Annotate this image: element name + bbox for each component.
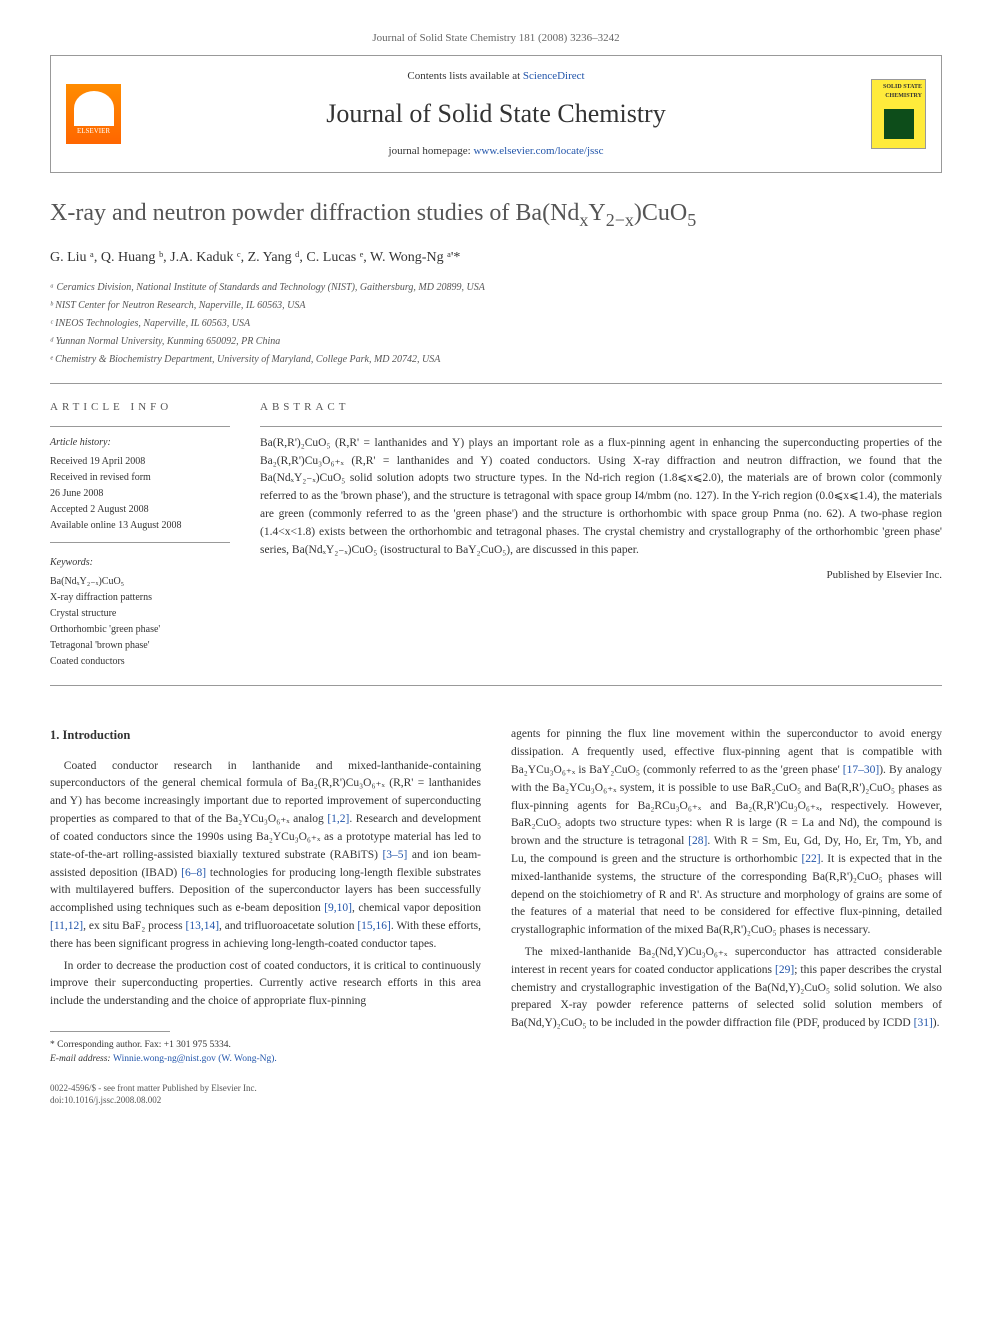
ref-link[interactable]: [28]: [688, 835, 707, 847]
body-text: , ex situ BaF₂ process: [83, 920, 185, 932]
history-item: Received 19 April 2008: [50, 454, 230, 470]
abstract: ABSTRACT Ba(R,R')₂CuO₅ (R,R' = lanthanid…: [260, 399, 942, 671]
elsevier-tree-icon: [74, 91, 114, 126]
history-item: Accepted 2 August 2008: [50, 502, 230, 518]
main-content: 1. Introduction Coated conductor researc…: [50, 726, 942, 1106]
body-text: . It is expected that in the mixed-lanth…: [511, 853, 942, 936]
email-link[interactable]: Winnie.wong-ng@nist.gov (W. Wong-Ng).: [113, 1054, 277, 1064]
title-text-1: X-ray and neutron powder diffraction stu…: [50, 200, 579, 226]
history-label: Article history:: [50, 435, 230, 451]
intro-p3: agents for pinning the flux line movemen…: [511, 726, 942, 940]
abstract-text: Ba(R,R')₂CuO₅ (R,R' = lanthanides and Y)…: [260, 435, 942, 560]
title-sub-3: 5: [687, 209, 696, 229]
intro-p4: The mixed-lanthanide Ba₂(Nd,Y)Cu₃O₆₊ₓ su…: [511, 944, 942, 1033]
info-abstract-row: ARTICLE INFO Article history: Received 1…: [50, 399, 942, 671]
intro-p1: Coated conductor research in lanthanide …: [50, 758, 481, 954]
cover-inner-graphic: [884, 109, 914, 139]
separator: [260, 426, 942, 427]
history-item: 26 June 2008: [50, 486, 230, 502]
ref-link[interactable]: [6–8]: [181, 867, 206, 879]
email-line: E-mail address: Winnie.wong-ng@nist.gov …: [50, 1052, 481, 1066]
ref-link[interactable]: [17–30]: [843, 764, 879, 776]
homepage-prefix: journal homepage:: [389, 145, 474, 157]
cover-label: SOLID STATE CHEMISTRY: [875, 83, 922, 101]
affiliation: ᵉ Chemistry & Biochemistry Department, U…: [50, 352, 942, 368]
history-item: Received in revised form: [50, 470, 230, 486]
history-item: Available online 13 August 2008: [50, 518, 230, 534]
contents-line: Contents lists available at ScienceDirec…: [121, 68, 871, 85]
ref-link[interactable]: [3–5]: [382, 849, 407, 861]
keyword: Crystal structure: [50, 606, 230, 622]
separator: [50, 383, 942, 384]
affiliation: ᵇ NIST Center for Neutron Research, Nape…: [50, 298, 942, 314]
ref-link[interactable]: [31]: [914, 1017, 933, 1029]
ref-link[interactable]: [11,12]: [50, 920, 83, 932]
corresponding-author: * Corresponding author. Fax: +1 301 975 …: [50, 1038, 481, 1052]
journal-header-box: ELSEVIER Contents lists available at Sci…: [50, 55, 942, 173]
email-label: E-mail address:: [50, 1054, 113, 1064]
keywords-label: Keywords:: [50, 555, 230, 571]
body-text: , and trifluoroacetate solution: [219, 920, 357, 932]
journal-citation: Journal of Solid State Chemistry 181 (20…: [50, 30, 942, 47]
affiliations: ᵃ Ceramics Division, National Institute …: [50, 280, 942, 368]
title-text-3: )CuO: [634, 200, 687, 226]
elsevier-logo: ELSEVIER: [66, 84, 121, 144]
affiliation: ᵃ Ceramics Division, National Institute …: [50, 280, 942, 296]
published-by: Published by Elsevier Inc.: [260, 567, 942, 584]
bottom-info: 0022-4596/$ - see front matter Published…: [50, 1082, 481, 1107]
ref-link[interactable]: [22]: [801, 853, 820, 865]
ref-link[interactable]: [15,16]: [357, 920, 391, 932]
ref-link[interactable]: [29]: [775, 964, 794, 976]
article-title: X-ray and neutron powder diffraction stu…: [50, 198, 942, 232]
affiliation: ᵈ Yunnan Normal University, Kunming 6500…: [50, 334, 942, 350]
affiliation: ᶜ INEOS Technologies, Naperville, IL 605…: [50, 316, 942, 332]
footnote-separator: [50, 1031, 170, 1032]
copyright: 0022-4596/$ - see front matter Published…: [50, 1082, 481, 1095]
journal-homepage: journal homepage: www.elsevier.com/locat…: [121, 143, 871, 160]
keyword: Ba(NdₓY₂₋ₓ)CuO₅: [50, 574, 230, 590]
footnotes: * Corresponding author. Fax: +1 301 975 …: [50, 1038, 481, 1067]
keyword: Orthorhombic 'green phase': [50, 622, 230, 638]
authors: G. Liu ᵃ, Q. Huang ᵇ, J.A. Kaduk ᶜ, Z. Y…: [50, 247, 942, 268]
title-sub-2: 2−x: [606, 209, 634, 229]
keyword: Coated conductors: [50, 654, 230, 670]
ref-link[interactable]: [9,10]: [324, 902, 352, 914]
keyword: Tetragonal 'brown phase': [50, 638, 230, 654]
intro-heading: 1. Introduction: [50, 726, 481, 745]
body-text: ).: [933, 1017, 940, 1029]
body-text: , chemical vapor deposition: [352, 902, 481, 914]
article-info-header: ARTICLE INFO: [50, 399, 230, 417]
intro-p2: In order to decrease the production cost…: [50, 958, 481, 1011]
keyword: X-ray diffraction patterns: [50, 590, 230, 606]
article-info: ARTICLE INFO Article history: Received 1…: [50, 399, 230, 671]
title-text-2: Y: [588, 200, 605, 226]
journal-title: Journal of Solid State Chemistry: [121, 94, 871, 133]
doi: doi:10.1016/j.jssc.2008.08.002: [50, 1094, 481, 1107]
elsevier-label: ELSEVIER: [77, 126, 110, 137]
separator: [50, 426, 230, 427]
contents-prefix: Contents lists available at: [407, 70, 522, 82]
journal-cover-thumbnail: SOLID STATE CHEMISTRY: [871, 79, 926, 149]
separator: [50, 542, 230, 543]
ref-link[interactable]: [13,14]: [186, 920, 220, 932]
sciencedirect-link[interactable]: ScienceDirect: [523, 70, 585, 82]
homepage-link[interactable]: www.elsevier.com/locate/jssc: [473, 145, 603, 157]
ref-link[interactable]: [1,2]: [327, 813, 349, 825]
journal-center: Contents lists available at ScienceDirec…: [121, 68, 871, 160]
abstract-header: ABSTRACT: [260, 399, 942, 416]
separator: [50, 685, 942, 686]
